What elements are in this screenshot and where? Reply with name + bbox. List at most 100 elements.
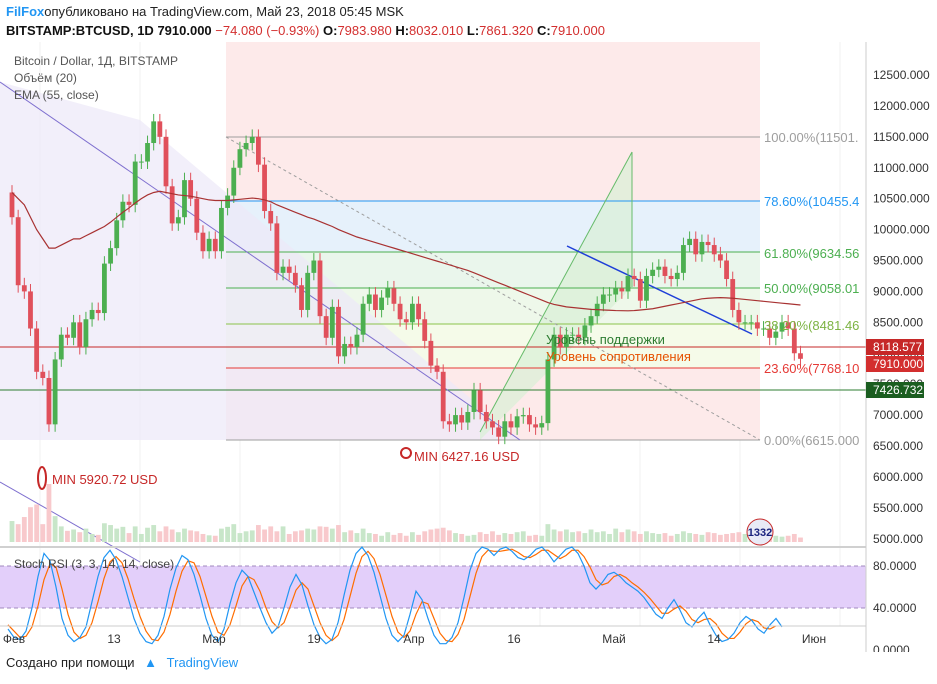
- fib-label-618: 61.80%(9634.56: [764, 246, 859, 261]
- candle-body: [200, 232, 206, 252]
- time-tick-label: 19: [307, 632, 321, 646]
- volume-bar: [705, 532, 711, 542]
- volume-bar: [582, 533, 588, 542]
- fib-label-786: 78.60%(10455.4: [764, 194, 859, 209]
- candle-body: [730, 279, 736, 310]
- volume-bar: [299, 530, 304, 542]
- volume-bar: [594, 532, 600, 542]
- volume-bar: [730, 533, 736, 542]
- volume-bar: [625, 529, 631, 542]
- volume-bar: [120, 526, 126, 542]
- legend-ema[interactable]: EMA (55, close): [14, 88, 99, 102]
- candle-body: [77, 322, 83, 348]
- candle-body: [40, 371, 46, 378]
- fib-label-100: 100.00%(11501.: [764, 130, 858, 145]
- candles: [9, 113, 803, 445]
- volume-bar: [249, 530, 255, 542]
- candle-body: [508, 421, 514, 428]
- candle-body: [175, 217, 181, 224]
- event-badge[interactable]: [746, 518, 774, 546]
- candle-body: [564, 334, 569, 348]
- volume-bar: [545, 524, 551, 542]
- candle-body: [108, 248, 113, 264]
- volume-bar: [619, 532, 625, 542]
- volume-bar: [292, 531, 298, 542]
- min2-label: MIN 6427.16 USD: [414, 449, 520, 464]
- time-tick-label: 16: [507, 632, 521, 646]
- volume-bar: [459, 533, 465, 542]
- volume-bar: [465, 535, 471, 542]
- candle-body: [354, 334, 360, 348]
- volume-bar: [360, 528, 366, 542]
- volume-bar: [483, 533, 489, 542]
- volume-bar: [175, 532, 181, 542]
- author-name[interactable]: FilFox: [6, 4, 45, 19]
- candle-body: [336, 306, 341, 357]
- chart-area[interactable]: MIN 5920.72 USD MIN 6427.16 USD Уровень …: [0, 42, 937, 652]
- volume-bar: [262, 529, 267, 542]
- volume-bar: [434, 528, 440, 542]
- volume-bar: [385, 532, 391, 542]
- volume-bar: [693, 533, 699, 542]
- open-label: O:: [323, 23, 338, 38]
- candle-body: [225, 195, 230, 208]
- time-axis[interactable]: Фев 13 Мар 19 Апр 16 Май 14 Июн: [3, 632, 826, 646]
- published-text: опубликовано на TradingView.com, Май 23,…: [44, 4, 404, 19]
- candle-body: [256, 136, 261, 165]
- candle-body: [773, 331, 779, 338]
- price-tick-label: 11000.000: [873, 161, 929, 175]
- candle-body: [95, 309, 101, 314]
- price-tick-label: 8500.000: [873, 315, 923, 329]
- candle-body: [268, 211, 274, 224]
- high-value: 8032.010: [409, 23, 464, 38]
- tradingview-logo-icon[interactable]: ▲: [144, 655, 158, 670]
- tradingview-link[interactable]: TradingView: [166, 655, 239, 670]
- publication-line: FilFoxопубликовано на TradingView.com, М…: [6, 4, 404, 19]
- volume-bar: [280, 526, 286, 542]
- volume-bar: [514, 532, 520, 542]
- candle-body: [34, 328, 40, 372]
- volume-bar: [200, 533, 206, 542]
- candle-body: [490, 421, 495, 428]
- candle-body: [348, 343, 354, 348]
- price-tick-label: 5000.000: [873, 532, 923, 546]
- legend-title[interactable]: Bitcoin / Dollar, 1Д, BITSTAMP: [14, 54, 178, 68]
- volume-bar: [373, 533, 378, 542]
- candle-body: [212, 238, 218, 252]
- tag-green-value: 7426.732: [873, 383, 923, 397]
- candle-body: [514, 416, 520, 428]
- candle-body: [9, 192, 15, 218]
- volume-bar: [422, 531, 428, 542]
- volume-bar: [508, 533, 514, 542]
- volume-bar: [342, 532, 348, 542]
- volume-bar: [656, 533, 662, 542]
- price-change: −74.080 (−0.93%): [215, 23, 320, 38]
- stoch-legend[interactable]: Stoch RSI (3, 3, 14, 14, close): [14, 557, 174, 571]
- candle-body: [681, 245, 686, 273]
- candle-body: [132, 161, 138, 205]
- volume-bar: [71, 529, 76, 542]
- candle-body: [785, 322, 791, 329]
- time-tick-label: Апр: [403, 632, 425, 646]
- tag-price-box: [866, 356, 924, 372]
- volume-bar: [496, 534, 502, 542]
- legend-volume[interactable]: Объём (20): [14, 71, 77, 85]
- stoch-axis[interactable]: 80.0000 40.0000 0.0000: [873, 559, 917, 652]
- candle-body: [182, 180, 187, 218]
- volume-bar: [40, 524, 46, 542]
- volume-bar: [490, 531, 495, 542]
- volume-bar: [274, 531, 280, 542]
- candle-body: [151, 121, 157, 144]
- candle-body: [551, 334, 557, 360]
- stoch-band: [0, 566, 866, 608]
- candle-body: [699, 241, 705, 255]
- candle-body: [588, 316, 594, 326]
- volume-bar: [243, 531, 249, 542]
- price-tick-label: 10500.000: [873, 192, 930, 206]
- volume-bar: [21, 517, 27, 542]
- candle-body: [545, 359, 551, 424]
- event-badge-label: 1332: [748, 527, 772, 539]
- volume-bar: [613, 528, 619, 542]
- time-tick-label: Июн: [802, 632, 826, 646]
- candle-body: [360, 303, 366, 335]
